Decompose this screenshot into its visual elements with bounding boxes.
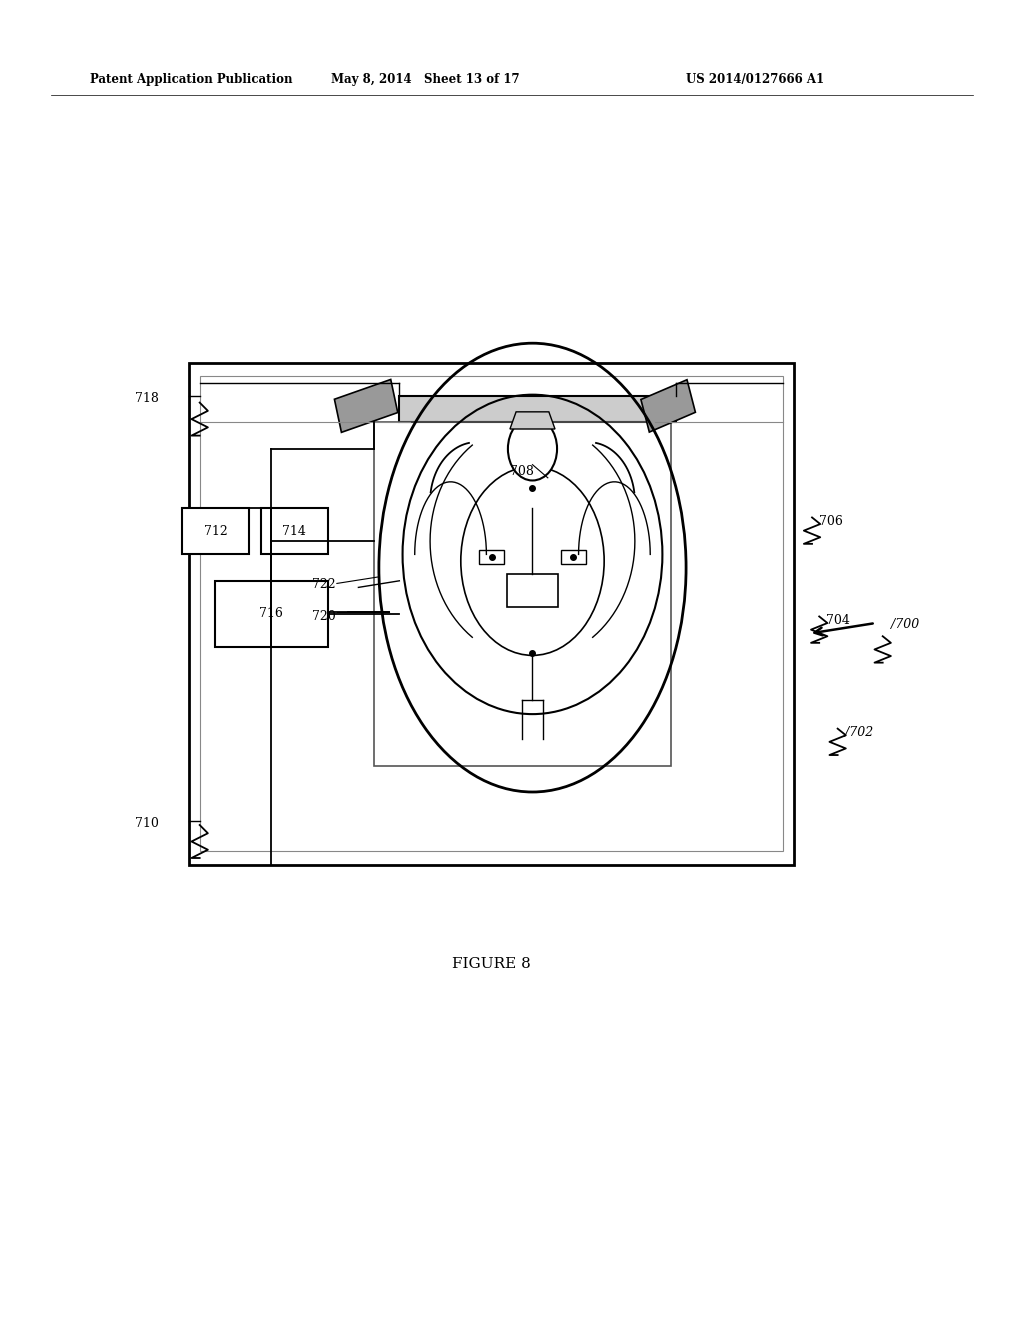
Bar: [215, 581, 328, 647]
Bar: [399, 396, 676, 422]
Text: 710: 710: [135, 817, 159, 830]
Polygon shape: [335, 379, 397, 433]
Bar: [374, 422, 671, 766]
Text: /702: /702: [845, 726, 873, 739]
Polygon shape: [510, 412, 555, 429]
Text: 704: 704: [826, 614, 850, 627]
Bar: [189, 363, 794, 865]
Text: 716: 716: [259, 607, 284, 620]
Text: Patent Application Publication: Patent Application Publication: [90, 73, 293, 86]
Bar: [479, 550, 504, 564]
Bar: [507, 574, 558, 607]
Text: US 2014/0127666 A1: US 2014/0127666 A1: [686, 73, 824, 86]
Bar: [261, 508, 328, 554]
Bar: [561, 550, 586, 564]
Text: 722: 722: [312, 578, 336, 591]
Text: 720: 720: [312, 610, 336, 623]
Ellipse shape: [508, 417, 557, 480]
Text: 712: 712: [204, 525, 227, 537]
Text: /700: /700: [891, 618, 920, 631]
Bar: [182, 508, 249, 554]
Text: 714: 714: [283, 525, 306, 537]
Text: 708: 708: [510, 465, 535, 478]
Text: 706: 706: [819, 515, 843, 528]
Bar: [200, 376, 783, 851]
Text: FIGURE 8: FIGURE 8: [453, 957, 530, 970]
Text: May 8, 2014   Sheet 13 of 17: May 8, 2014 Sheet 13 of 17: [331, 73, 519, 86]
Polygon shape: [641, 380, 695, 432]
Text: 718: 718: [135, 392, 159, 405]
